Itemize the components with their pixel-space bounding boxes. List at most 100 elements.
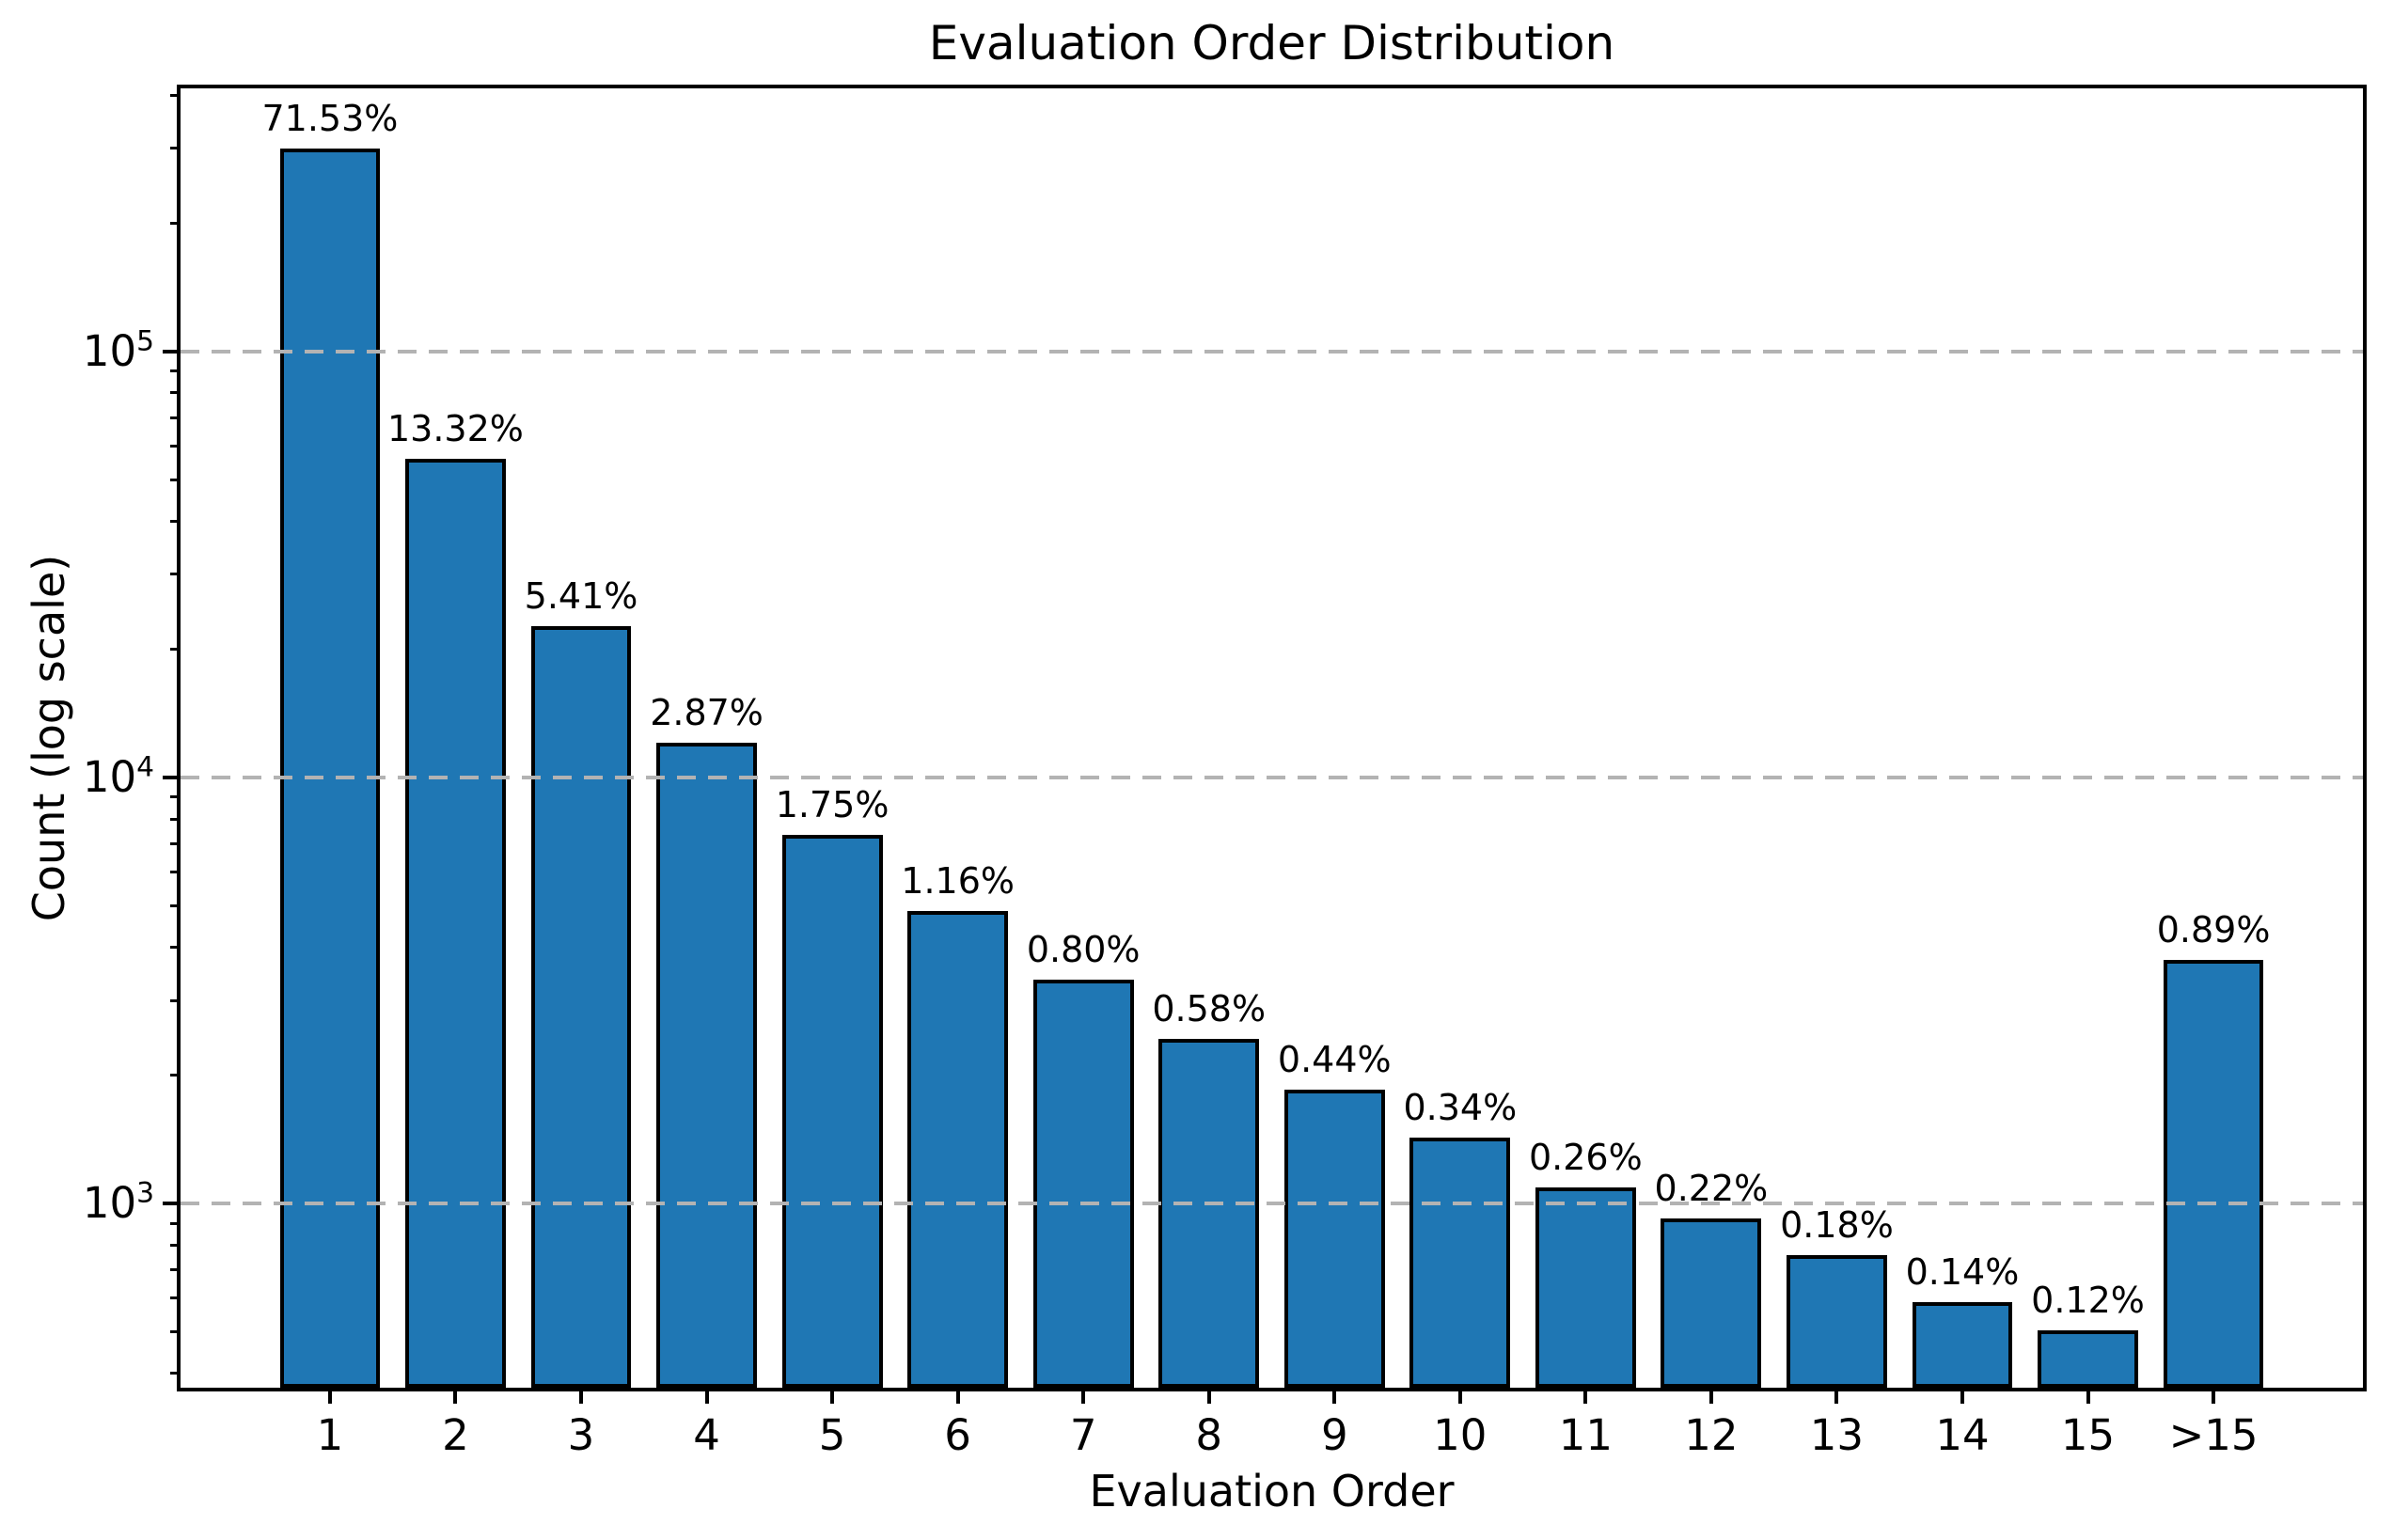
- x-tick->15: [2212, 1388, 2216, 1404]
- bar->15: [2163, 959, 2264, 1388]
- y-axis-label: Count (log scale): [24, 554, 74, 922]
- y-minor-tick: [170, 519, 181, 523]
- x-tick-13: [1834, 1388, 1839, 1404]
- plot-inner: 71.53% 13.32% 5.41% 2.87% 1.75% 1.16% 0.80% 0.5…: [181, 88, 2363, 1388]
- y-minor-tick: [170, 998, 181, 1002]
- x-tick-label-5: 5: [818, 1410, 846, 1460]
- x-tick-3: [579, 1388, 583, 1404]
- y-minor-tick: [170, 1268, 181, 1272]
- bar-value-label-11: 0.26%: [1529, 1137, 1643, 1179]
- bar-value-label-3: 5.41%: [524, 574, 638, 617]
- x-tick-label-12: 12: [1684, 1410, 1739, 1460]
- x-tick-label-11: 11: [1558, 1410, 1613, 1460]
- x-tick-12: [1708, 1388, 1713, 1404]
- y-minor-tick: [170, 478, 181, 481]
- y-minor-tick: [170, 369, 181, 373]
- bar-14: [1912, 1301, 2013, 1388]
- y-minor-tick: [170, 391, 181, 395]
- x-tick-9: [1332, 1388, 1337, 1404]
- bar-value-label-9: 0.44%: [1277, 1039, 1392, 1081]
- x-tick-label->15: >15: [2168, 1410, 2259, 1460]
- bar-value-label-10: 0.34%: [1403, 1087, 1518, 1129]
- y-minor-tick: [170, 416, 181, 419]
- bar-8: [1158, 1039, 1260, 1388]
- bar-value-label-6: 1.16%: [901, 859, 1015, 902]
- bar-3: [530, 625, 632, 1388]
- y-tick-1e4: [163, 776, 181, 780]
- x-tick-10: [1457, 1388, 1462, 1404]
- gridline-1e4: [181, 776, 2363, 780]
- chart-title: Evaluation Order Distribution: [928, 16, 1615, 71]
- bar-11: [1535, 1187, 1636, 1388]
- y-tick-1e5: [163, 350, 181, 354]
- y-minor-tick: [170, 1296, 181, 1300]
- bar-value-label->15: 0.89%: [2156, 908, 2271, 951]
- bar-2: [405, 459, 506, 1388]
- y-minor-tick: [170, 1372, 181, 1375]
- bar-9: [1283, 1090, 1385, 1388]
- y-minor-tick: [170, 648, 181, 652]
- y-minor-tick: [170, 147, 181, 150]
- y-tick-label-1e4: 104: [82, 750, 154, 803]
- bar-value-label-5: 1.75%: [775, 783, 890, 825]
- y-tick-label-1e3: 103: [82, 1177, 154, 1229]
- gridline-1e5: [181, 350, 2363, 354]
- bar-5: [781, 834, 883, 1388]
- x-tick-label-10: 10: [1433, 1410, 1488, 1460]
- y-minor-tick: [170, 795, 181, 799]
- y-minor-tick: [170, 904, 181, 908]
- gridline-1e3: [181, 1202, 2363, 1206]
- x-tick-4: [704, 1388, 709, 1404]
- x-tick-5: [830, 1388, 835, 1404]
- y-minor-tick: [170, 222, 181, 226]
- x-tick-label-2: 2: [442, 1410, 469, 1460]
- y-tick-1e3: [163, 1202, 181, 1206]
- x-tick-14: [1960, 1388, 1964, 1404]
- y-minor-tick: [170, 1330, 181, 1334]
- bar-6: [907, 910, 1009, 1388]
- bar-value-label-12: 0.22%: [1654, 1167, 1769, 1209]
- x-tick-8: [1206, 1388, 1211, 1404]
- y-minor-tick: [170, 93, 181, 97]
- y-minor-tick: [170, 1221, 181, 1225]
- bar-value-label-8: 0.58%: [1152, 988, 1267, 1030]
- y-minor-tick: [170, 946, 181, 950]
- x-tick-label-14: 14: [1935, 1410, 1990, 1460]
- x-tick-label-1: 1: [316, 1410, 344, 1460]
- bar-value-label-7: 0.80%: [1026, 928, 1141, 970]
- x-tick-label-8: 8: [1195, 1410, 1223, 1460]
- x-tick-11: [1583, 1388, 1588, 1404]
- y-minor-tick: [170, 1243, 181, 1247]
- bar-4: [656, 743, 757, 1388]
- y-tick-label-1e5: 105: [82, 324, 154, 377]
- x-tick-label-9: 9: [1320, 1410, 1348, 1460]
- bar-1: [279, 148, 381, 1388]
- bar-13: [1787, 1255, 1887, 1388]
- bar-15: [2038, 1330, 2138, 1388]
- x-tick-7: [1081, 1388, 1086, 1404]
- y-minor-tick: [170, 1074, 181, 1077]
- x-tick-1: [327, 1388, 332, 1404]
- bar-12: [1661, 1218, 1762, 1388]
- x-tick-label-4: 4: [693, 1410, 720, 1460]
- y-minor-tick: [170, 817, 181, 821]
- x-tick-label-3: 3: [567, 1410, 595, 1460]
- bar-value-label-15: 0.12%: [2031, 1280, 2145, 1322]
- x-tick-label-13: 13: [1809, 1410, 1865, 1460]
- y-minor-tick: [170, 445, 181, 448]
- x-tick-label-15: 15: [2060, 1410, 2116, 1460]
- x-tick-15: [2086, 1388, 2090, 1404]
- y-minor-tick: [170, 841, 181, 845]
- x-tick-label-7: 7: [1069, 1410, 1097, 1460]
- x-tick-label-6: 6: [944, 1410, 971, 1460]
- y-minor-tick: [170, 573, 181, 576]
- y-minor-tick: [170, 871, 181, 874]
- bar-10: [1409, 1138, 1511, 1388]
- x-tick-6: [955, 1388, 960, 1404]
- x-tick-2: [453, 1388, 458, 1404]
- bar-value-label-13: 0.18%: [1780, 1204, 1894, 1247]
- bar-value-label-1: 71.53%: [261, 97, 399, 139]
- bar-7: [1032, 979, 1134, 1388]
- bar-value-label-14: 0.14%: [1905, 1250, 2020, 1293]
